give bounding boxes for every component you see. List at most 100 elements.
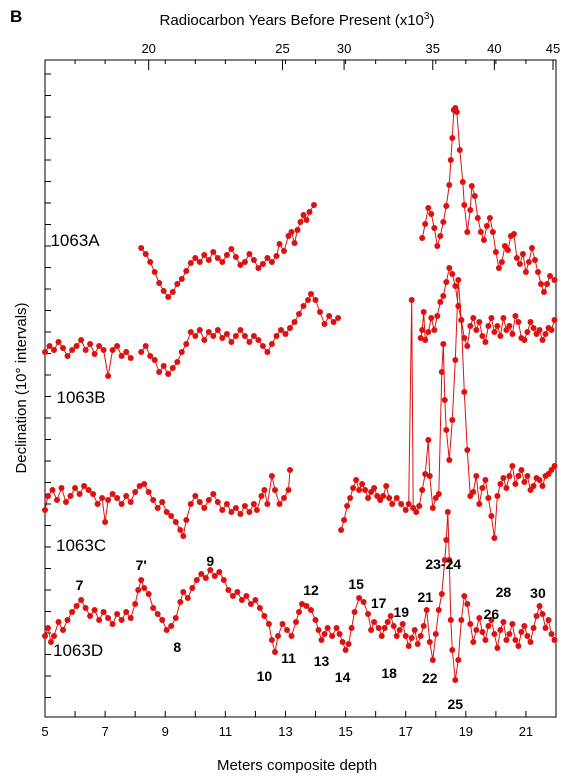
data-point	[211, 573, 218, 579]
data-point	[63, 499, 69, 505]
data-point	[94, 501, 101, 507]
data-point	[443, 537, 450, 543]
data-point	[288, 229, 295, 235]
data-point	[284, 627, 290, 633]
data-point	[509, 463, 516, 469]
data-point	[398, 501, 405, 507]
data-point	[422, 471, 429, 477]
data-point	[458, 617, 465, 623]
data-point	[461, 335, 468, 341]
data-point	[536, 477, 543, 483]
data-point	[272, 487, 278, 493]
data-point	[518, 467, 525, 473]
data-point	[276, 501, 283, 507]
data-point	[306, 209, 313, 215]
data-point	[329, 633, 336, 639]
data-point	[151, 357, 158, 363]
data-point	[42, 633, 48, 639]
data-point	[45, 625, 51, 631]
data-point	[330, 319, 337, 325]
data-point	[183, 268, 190, 274]
data-point	[351, 609, 358, 615]
data-point	[533, 613, 540, 619]
data-point	[223, 252, 230, 258]
data-point	[156, 280, 163, 286]
data-point	[365, 495, 372, 501]
data-point	[441, 557, 448, 563]
data-point	[60, 627, 66, 633]
data-point	[250, 333, 257, 339]
data-point	[527, 639, 534, 645]
data-point	[512, 637, 519, 643]
data-point	[256, 605, 263, 611]
data-point	[214, 499, 221, 505]
data-point	[527, 319, 534, 325]
data-point	[268, 341, 275, 347]
data-point	[491, 535, 498, 541]
data-point	[192, 333, 199, 339]
data-point	[473, 627, 480, 633]
data-point	[390, 623, 397, 629]
data-point	[470, 315, 477, 321]
event-label: 11	[281, 650, 296, 666]
data-point	[482, 637, 489, 643]
data-point	[72, 485, 79, 491]
data-point	[91, 607, 98, 613]
data-point	[512, 313, 519, 319]
data-point	[49, 487, 56, 493]
data-point	[315, 627, 322, 633]
data-point	[338, 527, 345, 533]
data-point	[55, 619, 62, 625]
data-point	[519, 251, 526, 257]
data-point	[87, 341, 94, 347]
data-point	[441, 397, 448, 403]
data-point	[138, 349, 145, 355]
data-point	[147, 353, 154, 359]
data-point	[497, 481, 504, 487]
data-point	[287, 467, 293, 473]
data-point	[247, 601, 254, 607]
data-point	[220, 577, 227, 583]
data-point	[214, 327, 221, 333]
data-point	[312, 617, 319, 623]
data-point	[169, 365, 176, 371]
data-point	[223, 501, 230, 507]
data-point	[321, 631, 328, 637]
data-point	[261, 613, 268, 619]
data-point	[495, 265, 502, 271]
data-point	[142, 343, 149, 349]
data-point	[530, 325, 537, 331]
data-point	[408, 297, 415, 303]
data-point	[516, 261, 523, 267]
data-point	[429, 505, 436, 511]
data-point	[305, 297, 311, 303]
data-point	[440, 219, 447, 225]
series-1063A	[138, 105, 558, 300]
data-point	[521, 479, 528, 485]
data-point	[464, 229, 471, 235]
event-label: 30	[530, 585, 546, 601]
data-point	[229, 593, 236, 599]
top-axis-title-sup: 3	[424, 11, 430, 22]
data-point	[225, 587, 232, 593]
data-point	[154, 505, 161, 511]
data-point	[241, 259, 248, 265]
data-point	[483, 223, 490, 229]
data-point	[210, 333, 217, 339]
data-point	[479, 485, 486, 491]
data-point	[506, 323, 513, 329]
data-point	[187, 260, 194, 266]
event-label: 15	[348, 576, 364, 592]
data-point	[99, 495, 106, 501]
data-point	[425, 437, 432, 443]
data-point	[477, 229, 484, 235]
data-point	[482, 477, 489, 483]
series-1063B	[42, 265, 558, 379]
data-point	[187, 329, 194, 335]
core-label: 1063C	[56, 536, 106, 555]
data-point	[411, 627, 418, 633]
data-point	[380, 493, 387, 499]
data-point	[109, 621, 116, 627]
data-point	[345, 641, 352, 647]
data-point	[118, 501, 125, 507]
